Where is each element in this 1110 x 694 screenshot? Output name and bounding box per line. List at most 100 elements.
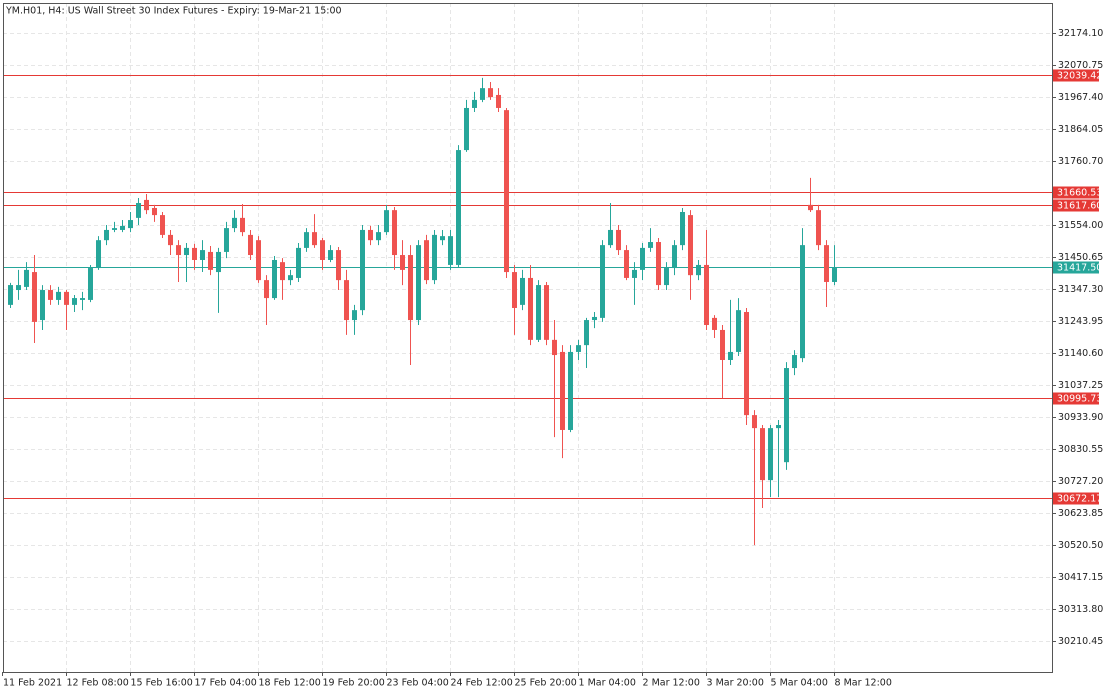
price-level-tag [1053,392,1099,405]
x-tick-label: 19 Feb 20:00 [323,678,385,689]
candle-body [648,242,653,248]
candle-body [8,285,13,305]
candle-body [104,229,109,241]
candle-body [208,251,213,270]
candle-body [760,428,765,481]
candle-body [600,245,605,318]
candle-body [200,250,205,260]
price-level-label: 31617.60 [1057,201,1102,212]
candle-body [184,247,189,256]
candle-body [440,236,445,241]
candle-body [544,285,549,340]
candle-body [496,94,501,108]
y-tick-label: 31347.30 [1058,284,1103,295]
candle-body [448,236,453,265]
candle-body [464,107,469,151]
y-tick-label: 30520.50 [1058,540,1103,551]
candle-body [816,210,821,246]
candle-body [120,225,125,230]
candle-body [384,210,389,233]
candle-body [160,215,165,235]
candle-body [616,229,621,251]
candle-body [264,280,269,299]
labels-layer: 32174.10 32070.75 31967.40 31864.05 31760.70… [2,28,1103,689]
price-level-tag [1053,261,1099,274]
candle-body [744,312,749,416]
candle-body [176,245,181,256]
candle-body [824,245,829,282]
candle-body [624,250,629,278]
candle-body [432,234,437,281]
candle-body [232,217,237,229]
candle-body [792,355,797,369]
candle-body [568,351,573,430]
candle-body [336,250,341,281]
y-tick-label: 30727.20 [1058,476,1103,487]
candle-body [192,247,197,260]
candle-body [216,251,221,273]
chart-title: YM.H01, H4: US Wall Street 30 Index Futu… [5,6,342,17]
x-tick-label: 18 Feb 12:00 [259,678,321,689]
candle-body [784,368,789,463]
candle-body [256,240,261,281]
x-tick-label: 8 Mar 12:00 [835,678,892,689]
y-tick-label: 31967.40 [1058,92,1103,103]
candle-body [344,280,349,321]
candle-body [776,425,781,429]
candle-body [240,217,245,233]
candle-body [528,277,533,340]
candle-body [328,250,333,260]
candle-body [456,150,461,265]
candle-body [664,268,669,286]
candle-body [712,317,717,330]
candle-body [40,290,45,321]
candle-body [688,215,693,276]
candle-body [24,269,29,287]
candle-body [112,228,117,230]
candles-layer [8,77,837,546]
candle-body [808,204,813,211]
x-tick-label: 3 Mar 20:00 [707,678,764,689]
y-tick-label: 31140.60 [1058,348,1103,359]
y-tick-label: 31037.25 [1058,380,1103,391]
price-level-tag [1053,69,1099,82]
candle-body [608,229,613,246]
x-tick-label: 15 Feb 16:00 [131,678,193,689]
candle-body [800,245,805,359]
y-tick-label: 30417.15 [1058,572,1103,583]
y-tick-label: 30313.80 [1058,604,1103,615]
candle-body [96,240,101,269]
candle-body [504,110,509,273]
y-tick-label: 32070.75 [1058,60,1103,71]
price-level-tag [1053,186,1099,199]
candle-body [768,428,773,481]
candle-body [224,228,229,252]
y-tick-label: 31450.65 [1058,252,1103,263]
x-tick-label: 2 Mar 12:00 [643,678,700,689]
price-level-label: 31660.53 [1057,188,1102,199]
candle-body [360,229,365,311]
y-tick-label: 31760.70 [1058,156,1103,167]
plot-frame [3,3,1053,673]
candle-body [408,255,413,321]
candle-body [832,268,837,282]
y-tick-label: 30830.55 [1058,444,1103,455]
y-tick-label: 30623.85 [1058,508,1103,519]
candle-body [376,232,381,241]
candle-body [32,272,37,322]
candle-body [480,88,485,100]
candle-body [64,291,69,305]
candle-body [272,259,277,299]
x-tick-label: 11 Feb 2021 [3,678,62,689]
candle-body [488,88,493,98]
candle-body [368,229,373,241]
candle-body [752,415,757,429]
candle-body [696,264,701,276]
candle-body [704,264,709,326]
price-level-tag [1053,492,1099,505]
price-level-tag [1053,199,1099,212]
candle-body [352,310,357,321]
candle-body [392,210,397,256]
y-tick-label: 32174.10 [1058,28,1103,39]
